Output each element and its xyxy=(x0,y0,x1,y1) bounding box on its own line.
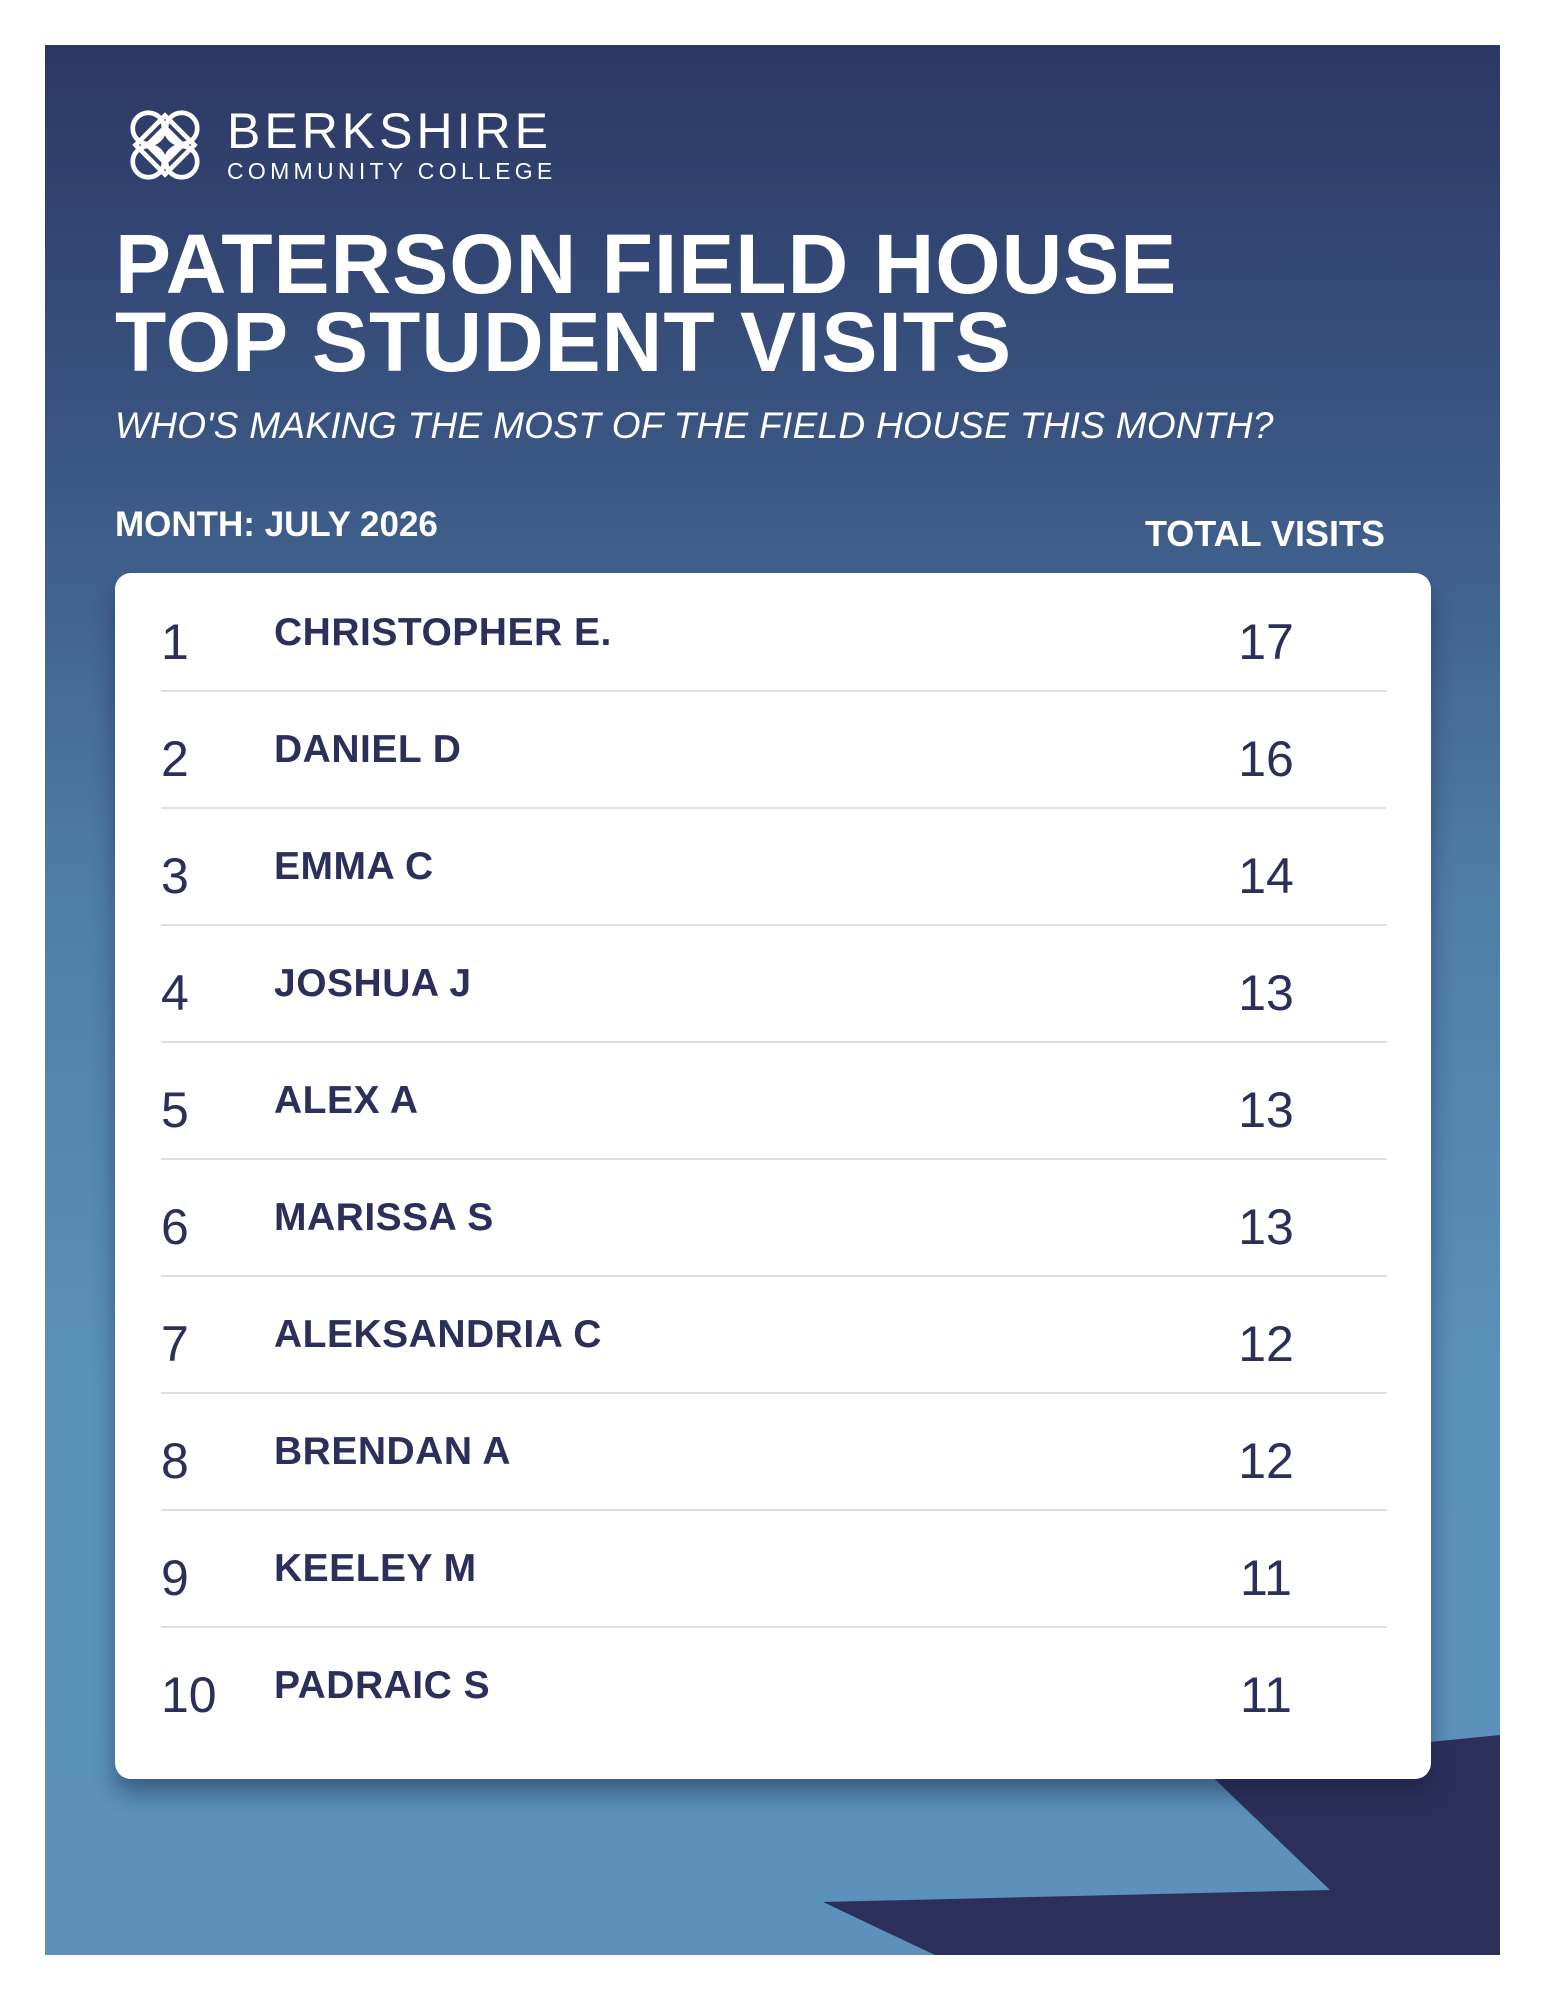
student-name: ALEX A xyxy=(274,1079,419,1122)
leaderboard-row: 7 ALEKSANDRIA C 12 xyxy=(161,1275,1387,1394)
logo-subname: COMMUNITY COLLEGE xyxy=(227,158,557,184)
rank-number: 1 xyxy=(161,614,189,670)
student-name: JOSHUA J xyxy=(274,962,472,1005)
title-line-2: TOP STUDENT VISITS xyxy=(115,295,1013,389)
rank-number: 4 xyxy=(161,965,189,1021)
student-name: BRENDAN A xyxy=(274,1430,512,1473)
decorative-corner-shape xyxy=(823,1735,1500,1955)
rank-number: 10 xyxy=(161,1667,217,1723)
rank-number: 5 xyxy=(161,1082,189,1138)
interlaced-knot-icon xyxy=(130,110,200,180)
rank-number: 2 xyxy=(161,731,189,787)
visit-count: 16 xyxy=(1238,731,1294,787)
leaderboard-row: 8 BRENDAN A 12 xyxy=(161,1392,1387,1511)
student-name: DANIEL D xyxy=(274,728,462,771)
visit-count: 17 xyxy=(1238,614,1294,670)
visit-count: 13 xyxy=(1238,965,1294,1021)
leaderboard-card: 1 CHRISTOPHER E. 17 2 DANIEL D 16 3 EMMA… xyxy=(115,573,1431,1779)
logo-name: BERKSHIRE xyxy=(227,103,552,159)
leaderboard-row: 6 MARISSA S 13 xyxy=(161,1158,1387,1277)
rank-number: 6 xyxy=(161,1199,189,1255)
rank-number: 9 xyxy=(161,1550,189,1606)
leaderboard-row: 9 KEELEY M 11 xyxy=(161,1509,1387,1628)
title-line-1: PATERSON FIELD HOUSE xyxy=(115,217,1178,311)
leaderboard-row: 2 DANIEL D 16 xyxy=(161,690,1387,809)
poster-background: BERKSHIRE COMMUNITY COLLEGE PATERSON FIE… xyxy=(45,45,1500,1955)
visit-count: 14 xyxy=(1238,848,1294,904)
page-subtitle: WHO'S MAKING THE MOST OF THE FIELD HOUSE… xyxy=(115,405,1274,446)
visit-count: 12 xyxy=(1238,1433,1294,1489)
leaderboard-row: 10 PADRAIC S 11 xyxy=(161,1626,1387,1743)
visit-count: 13 xyxy=(1238,1199,1294,1255)
visit-count: 11 xyxy=(1240,1550,1292,1606)
total-visits-header: TOTAL VISITS xyxy=(1144,513,1385,554)
visit-count: 11 xyxy=(1240,1667,1292,1723)
rank-number: 7 xyxy=(161,1316,189,1372)
month-label: MONTH: JULY 2026 xyxy=(115,505,438,544)
page-title: PATERSON FIELD HOUSE TOP STUDENT VISITS xyxy=(115,217,1178,389)
leaderboard-row: 3 EMMA C 14 xyxy=(161,807,1387,926)
rank-number: 8 xyxy=(161,1433,189,1489)
student-name: CHRISTOPHER E. xyxy=(274,611,612,654)
college-logo: BERKSHIRE COMMUNITY COLLEGE xyxy=(113,93,557,197)
leaderboard-row: 5 ALEX A 13 xyxy=(161,1041,1387,1160)
visit-count: 12 xyxy=(1238,1316,1294,1372)
leaderboard-row: 4 JOSHUA J 13 xyxy=(161,924,1387,1043)
visit-count: 13 xyxy=(1238,1082,1294,1138)
leaderboard-row: 1 CHRISTOPHER E. 17 xyxy=(161,573,1387,692)
student-name: KEELEY M xyxy=(274,1547,477,1590)
student-name: PADRAIC S xyxy=(274,1664,491,1707)
student-name: EMMA C xyxy=(274,845,434,888)
student-name: MARISSA S xyxy=(274,1196,494,1239)
rank-number: 3 xyxy=(161,848,189,904)
student-name: ALEKSANDRIA C xyxy=(274,1313,602,1356)
